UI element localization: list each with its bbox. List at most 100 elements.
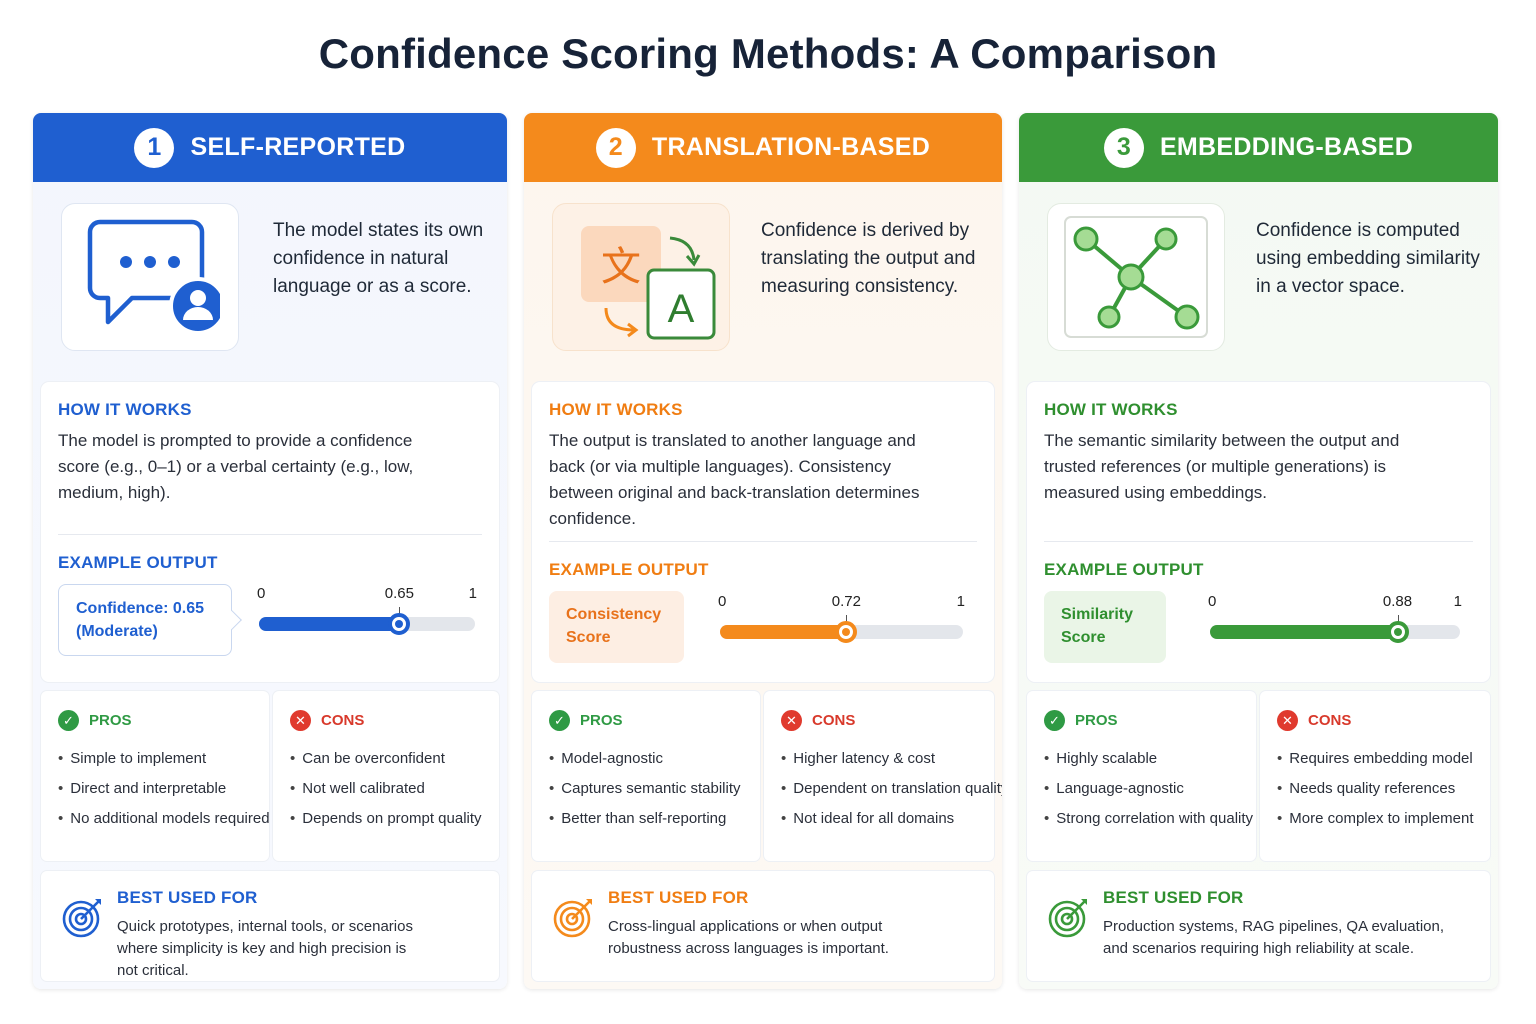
pros-title: ✓ PROS <box>549 710 623 731</box>
slider-marker <box>1397 615 1399 623</box>
example-output-label: EXAMPLE OUTPUT <box>549 560 709 579</box>
target-icon <box>552 895 596 944</box>
pros-item: Highly scalable <box>1044 749 1253 779</box>
slider-min-label: 0 <box>257 585 266 602</box>
source-glyph: 文 <box>601 244 641 290</box>
cons-item: Not ideal for all domains <box>781 809 1002 839</box>
intro-section: 文 A Confidence is derived by translating… <box>552 203 982 353</box>
cons-label: CONS <box>321 712 365 729</box>
cons-card: ✕ CONS Requires embedding model Needs qu… <box>1260 691 1490 861</box>
consistency-slider: 0 0.72 1 <box>718 593 965 643</box>
cons-item: Dependent on translation quality <box>781 779 1002 809</box>
example-output-line1: Similarity <box>1061 606 1134 623</box>
pros-item: Better than self-reporting <box>549 809 741 839</box>
best-used-for-card: BEST USED FOR Quick prototypes, internal… <box>41 871 499 981</box>
target-icon <box>1047 895 1091 944</box>
column-heading: SELF-REPORTED <box>190 133 406 161</box>
slider-track <box>720 621 963 643</box>
slider-knob <box>388 613 411 635</box>
pros-item: Direct and interpretable <box>58 779 270 809</box>
best-used-for-text: Cross-lingual applications or when outpu… <box>608 918 889 957</box>
pros-item: Captures semantic stability <box>549 779 740 809</box>
number-badge: 2 <box>595 127 636 168</box>
how-it-works-text: The output is translated to another lang… <box>549 431 920 528</box>
how-it-works-label: HOW IT WORKS <box>549 400 683 419</box>
pros-card: ✓ PROS Model-agnostic Captures semantic … <box>532 691 760 861</box>
cons-item: Not well calibrated <box>290 779 482 809</box>
pros-item: Model-agnostic <box>549 749 741 779</box>
cons-title: ✕ CONS <box>290 710 364 731</box>
slider-value-label: 0.88 <box>1382 593 1413 610</box>
example-output-line1: Consistency <box>566 606 662 623</box>
pros-card: ✓ PROS Simple to implement Direct and in… <box>41 691 270 861</box>
column-heading: EMBEDDING-BASED <box>1159 133 1414 161</box>
cons-title: ✕ CONS <box>781 710 855 731</box>
example-output-label: EXAMPLE OUTPUT <box>1044 560 1204 579</box>
cons-card: ✕ CONS Can be overconfident Not well cal… <box>273 691 499 861</box>
divider <box>1044 541 1473 542</box>
similarity-slider: 0 0.88 1 <box>1208 593 1462 643</box>
example-output-line1: Confidence: 0.65 <box>76 600 205 617</box>
translate-icon: 文 A <box>552 203 730 351</box>
column-header: 2 TRANSLATION-BASED <box>524 113 1002 182</box>
cons-item: Requires embedding model <box>1277 749 1474 779</box>
how-it-works-text: The semantic similarity between the outp… <box>1044 431 1400 502</box>
intro-text: The model states its own confidence in n… <box>273 220 484 297</box>
x-circle-icon: ✕ <box>290 710 311 731</box>
example-output-line2: Score <box>566 629 611 646</box>
cons-list: Requires embedding model Needs quality r… <box>1277 749 1474 839</box>
best-used-for-label: BEST USED FOR <box>608 888 749 907</box>
intro-text: Confidence is derived by translating the… <box>761 220 976 297</box>
column-header: 1 SELF-REPORTED <box>33 113 507 182</box>
slider-max-label: 1 <box>468 585 477 602</box>
cons-label: CONS <box>812 712 856 729</box>
page-title: Confidence Scoring Methods: A Comparison <box>318 30 1218 77</box>
intro-section: Confidence is computed using embedding s… <box>1047 203 1480 353</box>
slider-marker <box>399 607 401 615</box>
slider-knob <box>835 621 858 643</box>
cons-list: Can be overconfident Not well calibrated… <box>290 749 482 839</box>
pros-title: ✓ PROS <box>58 710 132 731</box>
column-heading: TRANSLATION-BASED <box>651 133 931 161</box>
intro-text: Confidence is computed using embedding s… <box>1256 220 1480 297</box>
cons-item: Higher latency & cost <box>781 749 1002 779</box>
slider-min-label: 0 <box>718 593 727 610</box>
pros-item: Simple to implement <box>58 749 270 779</box>
target-glyph: A <box>668 287 695 331</box>
example-output-line2: (Moderate) <box>76 623 158 640</box>
example-output-line2: Score <box>1061 629 1106 646</box>
cons-card: ✕ CONS Higher latency & cost Dependent o… <box>764 691 1002 861</box>
number-badge: 1 <box>134 127 175 168</box>
how-it-works-text: The model is prompted to provide a confi… <box>58 431 414 502</box>
target-icon <box>61 895 105 944</box>
pros-label: PROS <box>1075 712 1118 729</box>
how-it-works-card: HOW IT WORKS The model is prompted to pr… <box>41 382 499 682</box>
best-used-for-card: BEST USED FOR Production systems, RAG pi… <box>1027 871 1490 981</box>
speech-bubble-user-icon <box>61 203 239 351</box>
slider-min-label: 0 <box>1208 593 1217 610</box>
example-output-box: Similarity Score <box>1044 591 1166 663</box>
number-badge: 3 <box>1103 127 1144 168</box>
pros-card: ✓ PROS Highly scalable Language-agnostic… <box>1027 691 1256 861</box>
slider-knob <box>1386 621 1409 643</box>
divider <box>549 541 977 542</box>
best-used-for-label: BEST USED FOR <box>117 888 258 907</box>
slider-max-label: 1 <box>956 593 965 610</box>
slider-marker <box>846 615 848 623</box>
best-used-for-card: BEST USED FOR Cross-lingual applications… <box>532 871 994 981</box>
cons-item: Needs quality references <box>1277 779 1474 809</box>
slider-value-label: 0.72 <box>831 593 861 610</box>
best-used-for-text: Quick prototypes, internal tools, or sce… <box>117 918 413 979</box>
slider-fill <box>259 617 400 631</box>
cons-item: Can be overconfident <box>290 749 482 779</box>
column-header: 3 EMBEDDING-BASED <box>1019 113 1498 182</box>
cons-title: ✕ CONS <box>1277 710 1351 731</box>
pros-list: Simple to implement Direct and interpret… <box>58 749 270 839</box>
example-output-label: EXAMPLE OUTPUT <box>58 553 218 572</box>
pros-item: Language-agnostic <box>1044 779 1253 809</box>
pros-label: PROS <box>89 712 132 729</box>
column-self-reported: 1 SELF-REPORTED The model states its own… <box>33 113 507 989</box>
cons-label: CONS <box>1308 712 1352 729</box>
pros-item: Strong correlation with quality <box>1044 809 1253 839</box>
example-output-box: Consistency Score <box>549 591 684 663</box>
